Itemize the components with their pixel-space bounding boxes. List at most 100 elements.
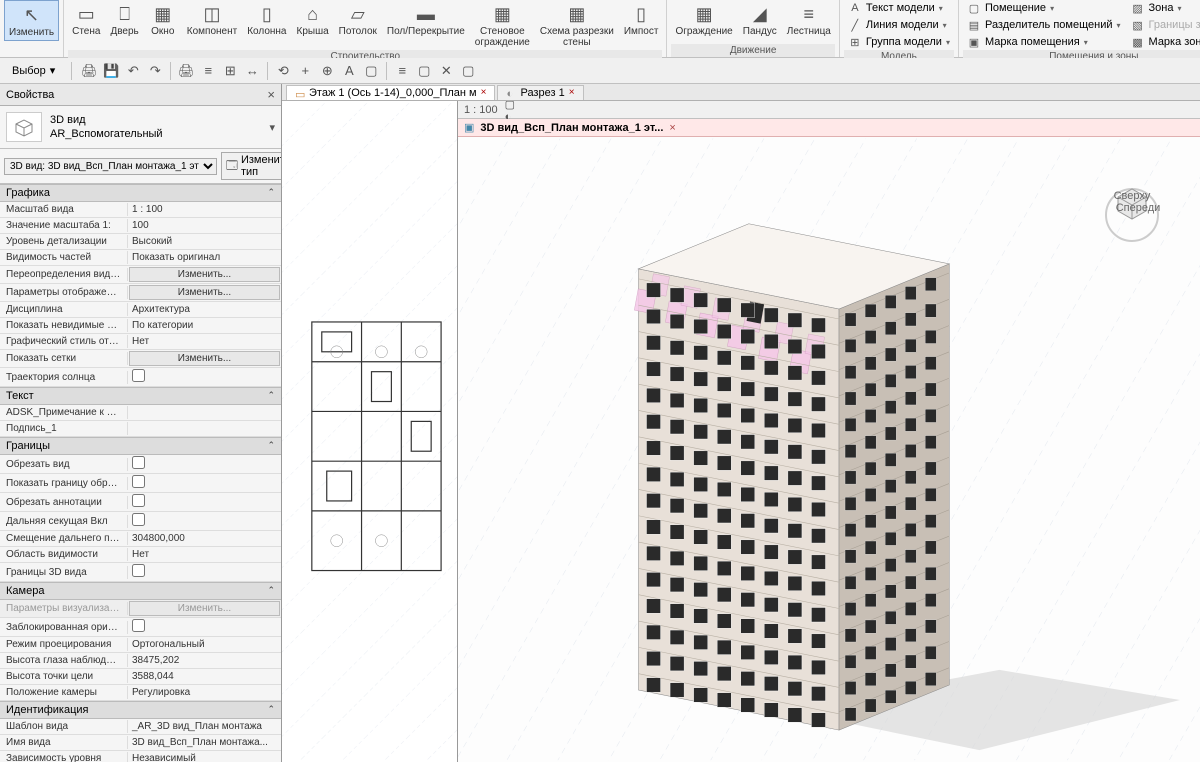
property-value[interactable]: Высокий xyxy=(128,235,281,248)
view3d-canvas[interactable]: Сверху Спереди xyxy=(458,137,1200,762)
property-value[interactable] xyxy=(128,512,281,530)
property-checkbox[interactable] xyxy=(132,494,145,507)
qat-button[interactable]: A xyxy=(340,62,358,80)
ribbon-button-small[interactable]: ▩Марка зоны ▾ xyxy=(1127,34,1200,50)
property-value[interactable] xyxy=(128,563,281,581)
ribbon-button[interactable]: ▯Колонна xyxy=(243,0,290,39)
qat-button[interactable]: ✕ xyxy=(437,62,455,80)
view-toolbar-button[interactable]: ▢ xyxy=(505,101,515,111)
property-value[interactable]: Ортогональный xyxy=(128,638,281,651)
property-edit-button[interactable]: Изменить... xyxy=(129,285,280,300)
qat-button[interactable]: ▢ xyxy=(415,62,433,80)
property-row: Область видимостиНет xyxy=(0,547,281,563)
close-icon[interactable]: × xyxy=(569,87,575,98)
qat-button[interactable]: 🖨 xyxy=(177,62,195,80)
property-checkbox[interactable] xyxy=(132,475,145,488)
property-value[interactable]: 100 xyxy=(128,219,281,232)
ribbon-button-small[interactable]: ▧Границы зон ▾ xyxy=(1127,17,1200,33)
qat-button[interactable]: ▢ xyxy=(362,62,380,80)
ribbon-button[interactable]: ▬Пол/Перекрытие xyxy=(383,0,469,39)
selector-dropdown[interactable]: Выбор▾ xyxy=(4,62,63,79)
qat-button[interactable]: ↷ xyxy=(146,62,164,80)
qat-button[interactable]: ≡ xyxy=(199,62,217,80)
view-cube[interactable]: Сверху Спереди xyxy=(1094,167,1170,243)
ribbon-button[interactable]: ⌂Крыша xyxy=(293,0,333,39)
ribbon-button[interactable]: ↖Изменить xyxy=(4,0,59,41)
close-icon[interactable]: × xyxy=(669,122,675,134)
ribbon-button-small[interactable]: ╱Линия модели ▾ xyxy=(844,17,954,33)
qat-button[interactable]: ≡ xyxy=(393,62,411,80)
property-section-header[interactable]: Графика⌃ xyxy=(0,184,281,202)
ribbon-label: Пол/Перекрытие xyxy=(387,26,465,37)
property-value[interactable]: 1 : 100 xyxy=(128,203,281,216)
property-value[interactable] xyxy=(128,474,281,492)
close-icon[interactable]: × xyxy=(481,87,487,98)
property-section-header[interactable]: Камера⌃ xyxy=(0,582,281,600)
property-value[interactable]: 38475,202 xyxy=(128,654,281,667)
ribbon-button-small[interactable]: ▤Разделитель помещений ▾ xyxy=(963,17,1125,33)
qat-button[interactable]: ⊕ xyxy=(318,62,336,80)
document-tab[interactable]: ◐Разрез 1× xyxy=(497,85,583,100)
property-checkbox[interactable] xyxy=(132,369,145,382)
qat-button[interactable]: 🖨 xyxy=(80,62,98,80)
qat-button[interactable]: ↶ xyxy=(124,62,142,80)
property-value[interactable]: По категории xyxy=(128,319,281,332)
property-value[interactable] xyxy=(128,618,281,636)
property-value[interactable] xyxy=(128,455,281,473)
ribbon-button-small[interactable]: ▨Зона ▾ xyxy=(1127,0,1200,16)
ribbon-button-small[interactable]: AТекст модели ▾ xyxy=(844,0,954,16)
properties-type-selector[interactable]: 3D вид AR_Вспомогательный ▾ xyxy=(0,106,281,149)
ribbon-button-small[interactable]: ▣Марка помещения ▾ xyxy=(963,34,1125,50)
close-icon[interactable]: × xyxy=(267,87,275,102)
property-value[interactable]: Нет xyxy=(128,335,281,348)
qat-button[interactable]: + xyxy=(296,62,314,80)
ribbon-button[interactable]: ▦Ограждение xyxy=(671,0,736,39)
ribbon-button[interactable]: ▭Стена xyxy=(68,0,104,39)
ribbon-button[interactable]: ▦Стеновоеограждение xyxy=(471,0,534,50)
property-value[interactable]: 304800,000 xyxy=(128,532,281,545)
qat-button[interactable]: ↔ xyxy=(243,62,261,80)
property-value[interactable]: Независимый xyxy=(128,752,281,762)
property-value[interactable]: 3588,044 xyxy=(128,670,281,683)
qat-button[interactable]: 💾 xyxy=(102,62,120,80)
property-checkbox[interactable] xyxy=(132,513,145,526)
property-value[interactable]: Регулировка xyxy=(128,686,281,699)
ribbon-button[interactable]: ▦Окно xyxy=(145,0,181,39)
property-edit-button[interactable]: Изменить... xyxy=(129,351,280,366)
ribbon-button[interactable]: ⎕Дверь xyxy=(106,0,142,39)
property-value[interactable]: Показать оригинал xyxy=(128,251,281,264)
property-value[interactable]: 3D вид_Всп_План монтажа... xyxy=(128,736,281,749)
ribbon-button[interactable]: ◢Пандус xyxy=(739,0,781,39)
property-section-header[interactable]: Идентификация⌃ xyxy=(0,701,281,719)
chevron-down-icon[interactable]: ▾ xyxy=(269,121,275,134)
property-edit-button[interactable]: Изменить... xyxy=(129,601,280,616)
property-checkbox[interactable] xyxy=(132,456,145,469)
document-tab[interactable]: ▭Этаж 1 (Ось 1-14)_0,000_План м× xyxy=(286,85,495,100)
property-value[interactable]: Архитектура xyxy=(128,303,281,316)
property-value[interactable] xyxy=(128,493,281,511)
property-section-header[interactable]: Текст⌃ xyxy=(0,387,281,405)
property-section-header[interactable]: Границы⌃ xyxy=(0,437,281,455)
ribbon-button-small[interactable]: ▢Помещение ▾ xyxy=(963,0,1125,16)
ribbon-button[interactable]: ▦Схема разрезкистены xyxy=(536,0,618,50)
scale-display[interactable]: 1 : 100 xyxy=(464,104,498,116)
ribbon-button[interactable]: ▯Импост xyxy=(620,0,663,39)
qat-button[interactable]: ⟲ xyxy=(274,62,292,80)
plan-view-pane[interactable] xyxy=(282,101,458,762)
ribbon-button-small[interactable]: ⊞Группа модели ▾ xyxy=(844,34,954,50)
property-value[interactable] xyxy=(128,428,281,430)
qat-button[interactable]: ▢ xyxy=(459,62,477,80)
property-edit-button[interactable]: Изменить... xyxy=(129,267,280,282)
property-value[interactable] xyxy=(128,368,281,386)
ribbon-button[interactable]: ▱Потолок xyxy=(335,0,381,39)
ribbon-button[interactable]: ≡Лестница xyxy=(783,0,835,39)
property-checkbox[interactable] xyxy=(132,564,145,577)
instance-select[interactable]: 3D вид: 3D вид_Всп_План монтажа_1 эт xyxy=(4,158,217,175)
property-value[interactable]: Нет xyxy=(128,548,281,561)
property-value[interactable] xyxy=(128,412,281,414)
qat-button[interactable]: ⊞ xyxy=(221,62,239,80)
edit-type-button[interactable]: 🗔 Изменить тип xyxy=(221,152,282,180)
property-checkbox[interactable] xyxy=(132,619,145,632)
ribbon-button[interactable]: ◫Компонент xyxy=(183,0,241,39)
property-value[interactable]: _AR_3D вид_План монтажа xyxy=(128,720,281,733)
